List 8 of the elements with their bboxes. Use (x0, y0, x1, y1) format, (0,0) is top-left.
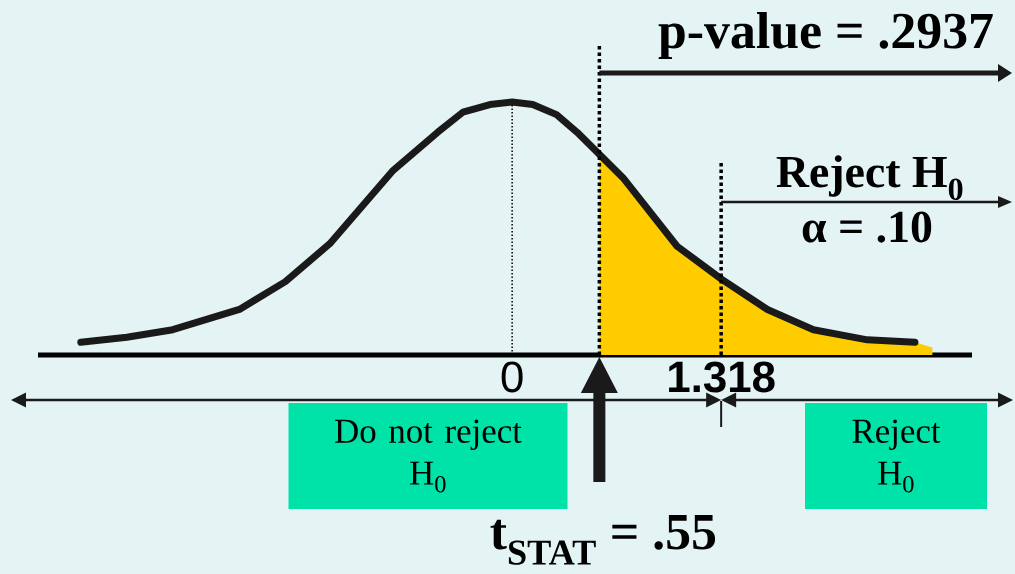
annotation: Reject H$_{0}$ (776, 155, 963, 201)
text: Do not reject H$_{0}$ (335, 419, 522, 493)
text: p-value = .2937 (658, 12, 993, 60)
x-tick-label: 1.318 (669, 361, 775, 393)
ref-line-label: t$_{STAT}$ = .55 (490, 515, 716, 565)
annotation: α = .10 (802, 211, 932, 243)
text: Reject H$_{0}$ (852, 419, 941, 493)
x-tick-label: 0 (501, 361, 523, 393)
